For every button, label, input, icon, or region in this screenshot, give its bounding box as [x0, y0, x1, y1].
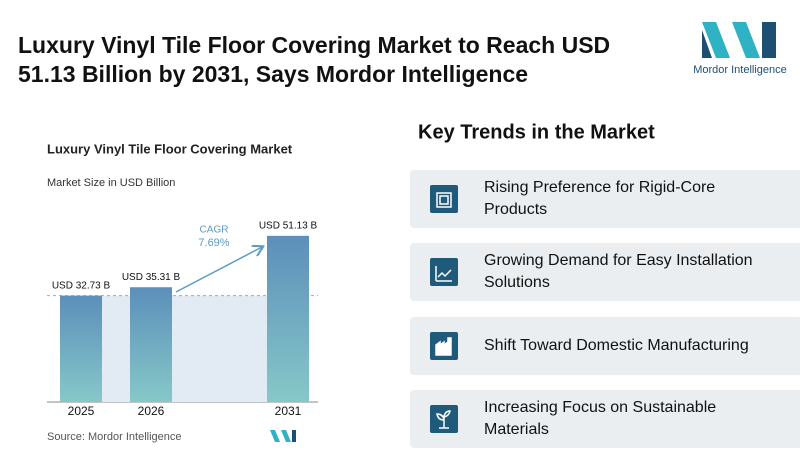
trend-card: [410, 170, 800, 228]
trend-icon-bg: [430, 185, 458, 213]
bar: [60, 295, 102, 402]
trend-icon: [435, 337, 452, 356]
trend-card: [410, 390, 800, 448]
chart-subtitle: Market Size in USD Billion: [47, 177, 175, 189]
cagr-arrow: [175, 247, 262, 293]
value-label: USD 35.31 B: [122, 272, 181, 283]
trend-card: [410, 243, 800, 301]
source: Source: Mordor Intelligence: [47, 431, 182, 443]
value-label: USD 32.73 B: [52, 280, 111, 291]
trend-text: Growing Demand for Easy Installation: [484, 252, 753, 269]
logo-text: Mordor Intelligence: [693, 64, 787, 76]
value-label: USD 51.13 B: [259, 220, 318, 231]
bar: [267, 235, 309, 402]
trend-text: Products: [484, 201, 547, 218]
title-line: 51.13 Billion by 2031, Says Mordor Intel…: [18, 61, 528, 87]
logo: Mordor Intelligence: [693, 22, 787, 76]
trend-text: Materials: [484, 421, 549, 438]
title-line: Luxury Vinyl Tile Floor Covering Market …: [18, 32, 610, 58]
trend-card: [410, 317, 800, 375]
trend-icon: [435, 266, 452, 282]
x-tick-label: 2026: [138, 404, 165, 418]
trend-text: Increasing Focus on Sustainable: [484, 399, 716, 416]
x-tick-label: 2031: [275, 404, 302, 418]
small-logo: [270, 430, 296, 442]
trend-text: Rising Preference for Rigid-Core: [484, 179, 715, 196]
trend-text: Solutions: [484, 274, 550, 291]
chart-title: Luxury Vinyl Tile Floor Covering Market: [47, 141, 293, 156]
trends-title: Key Trends in the Market: [418, 121, 655, 143]
trend-text: Shift Toward Domestic Manufacturing: [484, 337, 749, 354]
cagr-label: CAGR: [200, 225, 229, 236]
trend-icon-bg: [430, 258, 458, 286]
cagr-value: 7.69%: [198, 237, 229, 249]
x-tick-label: 2025: [68, 404, 95, 418]
trend-icon: [436, 410, 451, 429]
trend-icon: [436, 192, 452, 208]
bar: [130, 287, 172, 402]
